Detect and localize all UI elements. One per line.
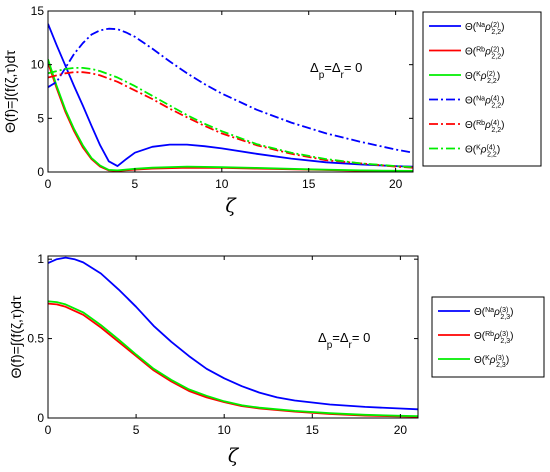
legend-entry-6: Θ(Kρ(4) 2,2) [465,144,500,158]
legend-entry-2: Θ(Rbρ(2) 2,2) [465,46,504,60]
y-tick-label: 15 [31,4,45,18]
chart-2: 0 5 10 15 20 0 0.5 1 ζ Θ(f)=∫(f(ζ,τ)dτ Δp=Δr= 0 Θ(N… [8,252,545,467]
y-tick-label: 5 [37,111,44,125]
series-group [48,256,418,418]
series-line-2 [48,62,413,172]
y-axis-label: Θ(f)=∫(f(ζ,τ)dτ [8,295,24,378]
x-tick-label: 10 [218,423,232,437]
y-tick-label: 0 [37,411,44,425]
legend: Θ(Naρ(3) 2,3) Θ(Rbρ(3) 2,3) Θ(Kρ(3) 2,3) [431,296,545,378]
series-line-4 [48,27,413,154]
series-line-6 [48,67,413,169]
legend-box [422,11,542,167]
y-tick-label: 10 [31,58,45,72]
x-tick-label: 0 [45,177,52,191]
x-tick-label: 15 [306,423,320,437]
y-tick-label: 1 [37,252,44,266]
y-tick-label: 0.5 [27,332,44,346]
x-tick-label: 20 [389,177,403,191]
annotation-text: Δp=Δr= 0 [310,60,362,81]
plot-frame [47,255,419,419]
annotation-text: Δp=Δr= 0 [318,330,370,351]
x-tick-label: 5 [133,423,140,437]
legend-entry-4: Θ(Naρ(4) 2,2) [465,95,504,109]
series-line-5 [48,71,413,169]
series-line-1 [48,23,413,168]
plot-frame [47,10,414,173]
legend-entry-1: Θ(Naρ(3) 2,3) [474,307,513,321]
legend-entry-3: Θ(Kρ(3) 2,3) [474,355,509,369]
chart-1: 0 5 10 15 20 0 5 10 15 ζ Θ(f)=∫(f(ζ,τ)dτ Δp=Δr= 0 Θ(… [2,4,542,217]
legend: Θ(Naρ(2) 2,2) Θ(Rbρ(2) 2,2) Θ(Kρ(2) 2,2) Θ(Naρ… [422,11,542,167]
x-axis-label: ζ [225,195,237,217]
legend-entry-1: Θ(Naρ(2) 2,2) [465,22,504,36]
legend-entry-2: Θ(Rbρ(3) 2,3) [474,331,513,345]
x-tick-label: 20 [394,423,408,437]
legend-entry-3: Θ(Kρ(2) 2,2) [465,71,500,85]
series-line-2 [48,302,418,418]
x-axis-label: ζ [228,445,240,467]
series-line-1 [48,256,418,411]
x-tick-label: 10 [215,177,229,191]
legend-entry-5: Θ(Rbρ(4) 2,2) [465,120,504,134]
series-line-3 [48,59,413,172]
x-tick-label: 5 [132,177,139,191]
x-tick-label: 0 [45,423,52,437]
y-axis-label: Θ(f)=∫(f(ζ,τ)dτ [2,50,18,133]
y-tick-label: 0 [37,165,44,179]
series-group [48,23,413,172]
x-tick-label: 15 [302,177,316,191]
series-line-3 [48,300,418,417]
